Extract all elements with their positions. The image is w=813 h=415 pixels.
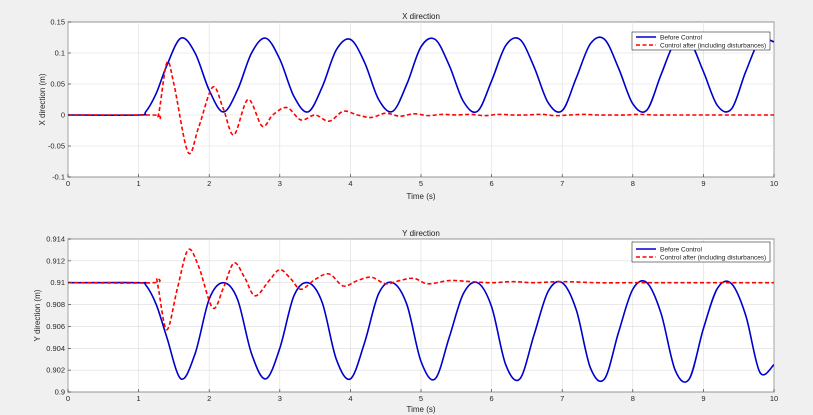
x-tick-label: 6 bbox=[490, 394, 494, 403]
x-tick-label: 6 bbox=[490, 179, 494, 188]
x-tick-label: 3 bbox=[278, 394, 282, 403]
y-axis-label: X direction (m) bbox=[38, 73, 47, 125]
y-tick-label: 0.912 bbox=[46, 256, 65, 265]
series-line-control-after bbox=[68, 248, 774, 331]
x-tick-label: 1 bbox=[137, 394, 141, 403]
series-line-before-control bbox=[68, 280, 774, 383]
legend: Before Control Control after (including … bbox=[631, 31, 771, 51]
x-tick-label: 0 bbox=[66, 394, 70, 403]
x-tick-label: 4 bbox=[348, 179, 352, 188]
y-axis-label: Y direction (m) bbox=[33, 289, 42, 341]
y-tick-label: 0.05 bbox=[50, 80, 65, 89]
x-tick-label: 5 bbox=[419, 394, 423, 403]
grid-lines bbox=[67, 238, 775, 393]
y-tick-label: 0.906 bbox=[46, 322, 65, 331]
x-tick-label: 9 bbox=[701, 394, 705, 403]
tick-labels: 0 1 2 3 4 5 6 7 8 9 10 0.9 0.902 0.904 0.906 0.908 0.91 0… bbox=[46, 235, 778, 404]
x-tick-label: 10 bbox=[770, 394, 778, 403]
y-tick-label: 0.15 bbox=[50, 18, 65, 27]
y-tick-label: 0.1 bbox=[55, 49, 65, 58]
x-tick-label: 2 bbox=[207, 394, 211, 403]
series-line-before-control bbox=[68, 36, 774, 117]
y-tick-label: 0 bbox=[61, 111, 65, 120]
legend-entry-before-control: Before Control bbox=[660, 247, 702, 254]
legend: Before Control Control after (including … bbox=[631, 241, 771, 263]
x-tick-label: 5 bbox=[419, 179, 423, 188]
x-tick-label: 4 bbox=[348, 394, 352, 403]
series-layer bbox=[68, 36, 774, 155]
x-tick-label: 7 bbox=[560, 179, 564, 188]
legend-entry-control-after: Control after (including disturbances) bbox=[660, 43, 766, 50]
y-tick-label: 0.908 bbox=[46, 300, 65, 309]
y-tick-label: 0.914 bbox=[46, 235, 65, 244]
chart-title: Y direction bbox=[402, 229, 440, 238]
x-tick-label: 1 bbox=[137, 179, 141, 188]
x-tick-label: 3 bbox=[278, 179, 282, 188]
x-tick-label: 2 bbox=[207, 179, 211, 188]
x-axis-label: Time (s) bbox=[406, 192, 435, 201]
x-direction-subplot: 0 1 2 3 4 5 6 7 8 9 10 -0.1 -0.05 0 0.05 0.1 0.15 X dire… bbox=[38, 12, 778, 201]
y-tick-label: -0.05 bbox=[48, 142, 65, 151]
y-tick-label: -0.1 bbox=[52, 173, 65, 182]
series-layer bbox=[68, 248, 774, 383]
legend-entry-control-after: Control after (including disturbances) bbox=[660, 255, 766, 262]
chart-title: X direction bbox=[402, 12, 440, 21]
series-line-control-after bbox=[68, 60, 774, 155]
tick-labels: 0 1 2 3 4 5 6 7 8 9 10 -0.1 -0.05 0 0.05 0.1 0.15 bbox=[48, 18, 778, 189]
y-tick-label: 0.9 bbox=[55, 388, 65, 397]
y-tick-label: 0.904 bbox=[46, 344, 65, 353]
x-axis-label: Time (s) bbox=[406, 405, 435, 414]
x-tick-label: 9 bbox=[701, 179, 705, 188]
legend-box bbox=[631, 241, 771, 263]
x-tick-label: 10 bbox=[770, 179, 778, 188]
x-tick-label: 7 bbox=[560, 394, 564, 403]
y-tick-label: 0.902 bbox=[46, 366, 65, 375]
y-tick-label: 0.91 bbox=[50, 278, 65, 287]
legend-box bbox=[631, 31, 771, 51]
x-tick-label: 0 bbox=[66, 179, 70, 188]
x-tick-label: 8 bbox=[631, 394, 635, 403]
x-tick-label: 8 bbox=[631, 179, 635, 188]
y-direction-subplot: 0 1 2 3 4 5 6 7 8 9 10 0.9 0.902 0.904 0.906 0.908 0.91 0… bbox=[33, 229, 778, 414]
legend-entry-before-control: Before Control bbox=[660, 35, 702, 42]
